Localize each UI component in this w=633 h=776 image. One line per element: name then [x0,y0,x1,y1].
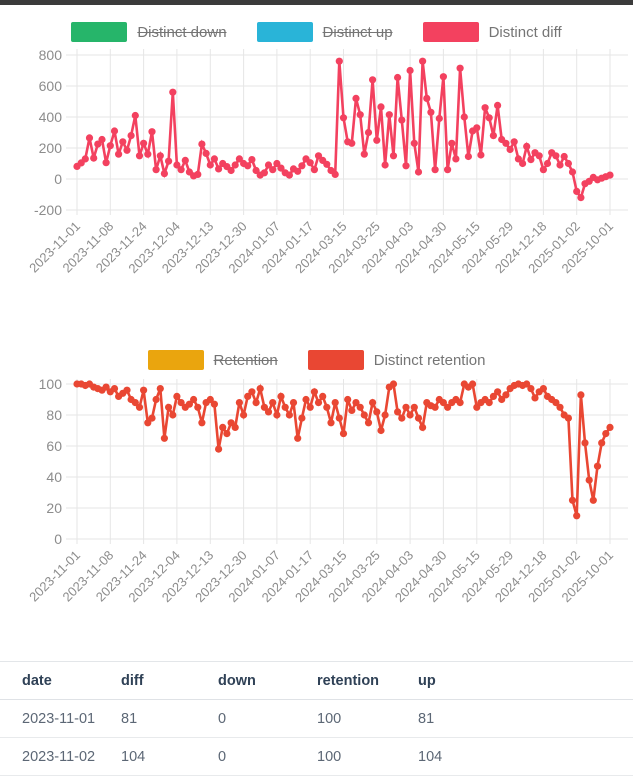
legend-label: Distinct diff [488,23,562,41]
table-cell-date: 2023-11-02 [22,748,96,765]
window-top-edge [0,0,633,5]
table-row: 2023-11-02 104 0 100 104 [0,738,633,776]
table-header-cell-diff: diff [121,672,144,689]
svg-text:0: 0 [54,531,62,547]
legend-label: Distinct down [137,23,227,41]
svg-text:20: 20 [46,500,62,516]
table-cell-diff: 81 [121,710,138,727]
table-header-cell-down: down [218,672,256,689]
legend-item-distinct-diff[interactable]: Distinct diff [422,22,562,42]
legend-swatch-retention [147,350,204,370]
table-cell-retention: 100 [317,748,342,765]
svg-text:600: 600 [39,78,63,94]
table-cell-down: 0 [218,710,227,727]
table-cell-up: 104 [418,748,443,765]
table-cell-down: 0 [218,748,227,765]
legend-swatch-distinct-retention [307,350,364,370]
legend-swatch-distinct-down [71,22,128,42]
data-table: date diff down retention up 2023-11-01 81 0 100 8… [0,661,633,776]
legend-item-distinct-up[interactable]: Distinct up [256,22,393,42]
table-header-row: date diff down retention up [0,662,633,700]
legend-item-retention[interactable]: Retention [147,350,278,370]
legend-item-distinct-down[interactable]: Distinct down [71,22,227,42]
legend-label: Retention [213,351,278,369]
legend-label: Distinct retention [373,351,486,369]
diff-chart-plot: 8006004002000-2002023-11-012023-11-08202… [26,47,628,276]
table-header-cell-retention: retention [317,672,380,689]
svg-text:200: 200 [39,140,63,156]
svg-text:100: 100 [39,379,63,392]
svg-text:400: 400 [39,109,63,125]
legend-swatch-distinct-up [256,22,313,42]
table-header-cell-date: date [22,672,52,689]
legend-label: Distinct up [322,23,393,41]
diff-chart-legend: Distinct down Distinct up Distinct diff [0,22,633,42]
table-row: 2023-11-01 81 0 100 81 [0,700,633,738]
table-cell-retention: 100 [317,710,342,727]
svg-text:80: 80 [46,407,62,423]
diff-chart-section: Distinct down Distinct up Distinct diff 80… [0,22,633,298]
retention-chart-legend: Retention Distinct retention [0,350,633,370]
table-header-cell-up: up [418,672,436,689]
svg-text:40: 40 [46,469,62,485]
svg-text:800: 800 [39,47,63,63]
svg-text:60: 60 [46,438,62,454]
table-cell-up: 81 [418,710,435,727]
table-cell-diff: 104 [121,748,146,765]
retention-chart-plot: 1008060402002023-11-012023-11-082023-11-… [26,379,628,605]
svg-text:-200: -200 [34,202,62,218]
legend-swatch-distinct-diff [422,22,479,42]
table-cell-date: 2023-11-01 [22,710,96,727]
retention-chart-section: Retention Distinct retention 100 80 60 40 20 0… [0,350,633,634]
svg-text:0: 0 [54,171,62,187]
legend-item-distinct-retention[interactable]: Distinct retention [307,350,486,370]
